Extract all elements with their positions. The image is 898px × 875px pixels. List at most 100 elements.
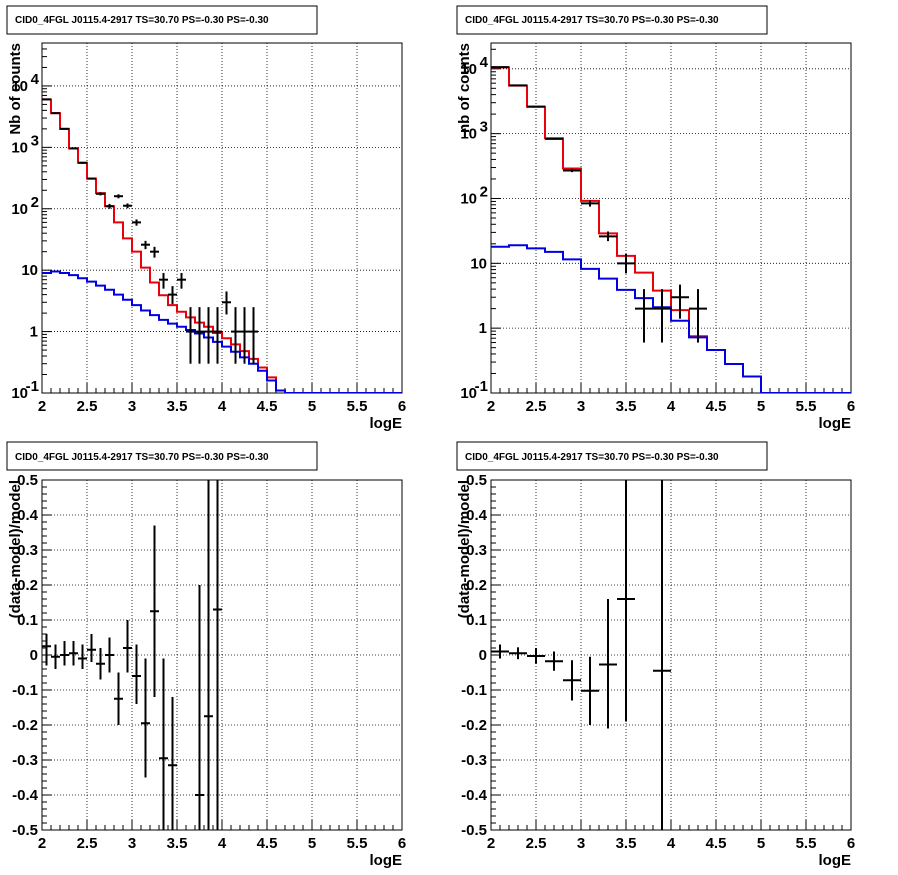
x-tick-label: 2 [38,398,46,415]
x-tick-label: 4 [218,398,227,415]
data-point [671,284,689,319]
chart-title: CID0_4FGL J0115.4-2917 TS=30.70 PS=-0.30… [15,452,269,463]
data-point [491,644,509,659]
y-axis-label: nb of counts [456,43,473,133]
data-point [635,289,653,343]
x-tick-label: 3 [128,398,136,415]
chart-title: CID0_4FGL J0115.4-2917 TS=30.70 PS=-0.30… [465,452,719,463]
x-tick-label: 5 [308,835,316,852]
x-tick-label: 3 [577,398,585,415]
x-tick-label: 2.5 [77,398,98,415]
data-point [509,84,527,87]
x-axis-label: logE [370,415,403,432]
data-point [213,307,222,364]
data-point [60,127,69,130]
data-point [231,307,240,364]
data-point [150,246,159,258]
y-tick-label: 0.5 [466,472,487,489]
y-tick-exponent: 4 [31,71,40,88]
data-point [78,161,87,164]
x-axis-label: logE [370,852,403,869]
y-tick-label: 0.4 [17,507,39,524]
x-tick-label: 5.5 [796,398,817,415]
total-model-histogram [491,66,851,393]
y-tick-label: 0.5 [17,472,38,489]
x-tick-label: 4.5 [257,835,278,852]
x-tick-label: 6 [398,398,406,415]
data-point [87,177,96,180]
data-point [599,231,617,242]
data-point [177,272,186,289]
x-tick-label: 2 [487,835,495,852]
y-tick-label: 10 [11,201,28,218]
data-point [60,641,69,666]
y-tick-label: -0.5 [461,822,487,839]
y-tick-label: 0.1 [466,612,487,629]
data-point [42,98,51,101]
data-point [159,658,168,830]
data-point [653,289,671,343]
y-axis-label: (data-model)/model [7,480,24,618]
data-point [249,307,258,364]
x-tick-label: 4.5 [706,835,727,852]
x-tick-label: 2.5 [77,835,98,852]
y-tick-label: 0 [30,647,38,664]
y-tick-label: 0.3 [466,542,487,559]
title-box [6,5,318,35]
data-point [653,480,671,830]
data-point [527,105,545,108]
data-layer [42,480,222,830]
x-tick-label: 6 [847,835,855,852]
data-point [141,658,150,778]
data-point [69,641,78,666]
x-tick-label: 4 [667,398,676,415]
chart-title: CID0_4FGL J0115.4-2917 TS=30.70 PS=-0.30… [15,15,269,26]
chart-panel-4: 2 2.5 3 3.5 4 4.5 5 5.5 6 -0.5 -0.4 -0.3 -0.2 -0.1 0 0.… [456,441,855,869]
x-tick-label: 4 [667,835,676,852]
data-point [689,289,707,343]
y-tick-label: 10 [460,190,477,207]
data-point [42,634,51,666]
x-tick-label: 5.5 [347,835,368,852]
x-tick-label: 2 [38,835,46,852]
x-tick-label: 3.5 [616,398,637,415]
chart-title: CID0_4FGL J0115.4-2917 TS=30.70 PS=-0.30… [465,15,719,26]
data-layer [42,98,402,393]
data-point [78,644,87,669]
data-point [87,634,96,662]
y-tick-label: 10 [460,126,477,143]
data-point [545,137,563,140]
data-point [204,307,213,364]
data-point [123,203,132,209]
data-point [617,253,635,274]
data-point [213,480,222,830]
x-tick-label: 5 [757,398,765,415]
y-tick-exponent: 2 [480,183,488,200]
title-box [456,441,768,471]
y-tick-label: -0.3 [461,752,487,769]
y-tick-label: -0.2 [461,717,487,734]
y-tick-label: -0.3 [12,752,38,769]
data-point [563,660,581,701]
data-layer [491,480,671,830]
y-tick-label: 1 [30,324,38,341]
y-tick-label: 10 [11,139,28,156]
y-tick-label: 10 [11,385,28,402]
data-point [581,200,599,207]
y-tick-exponent: 2 [31,194,39,211]
x-tick-label: 3.5 [167,835,188,852]
data-point [617,480,635,722]
y-tick-label: 0.1 [17,612,38,629]
y-tick-label: 1 [479,320,487,337]
x-tick-label: 2.5 [526,835,547,852]
y-tick-label: -0.2 [12,717,38,734]
data-point [159,272,168,289]
data-point [204,480,213,830]
x-tick-label: 3.5 [167,398,188,415]
data-point [132,644,141,704]
x-tick-label: 2.5 [526,398,547,415]
y-tick-exponent: 3 [480,119,488,136]
data-point [195,307,204,364]
data-point [545,651,563,671]
